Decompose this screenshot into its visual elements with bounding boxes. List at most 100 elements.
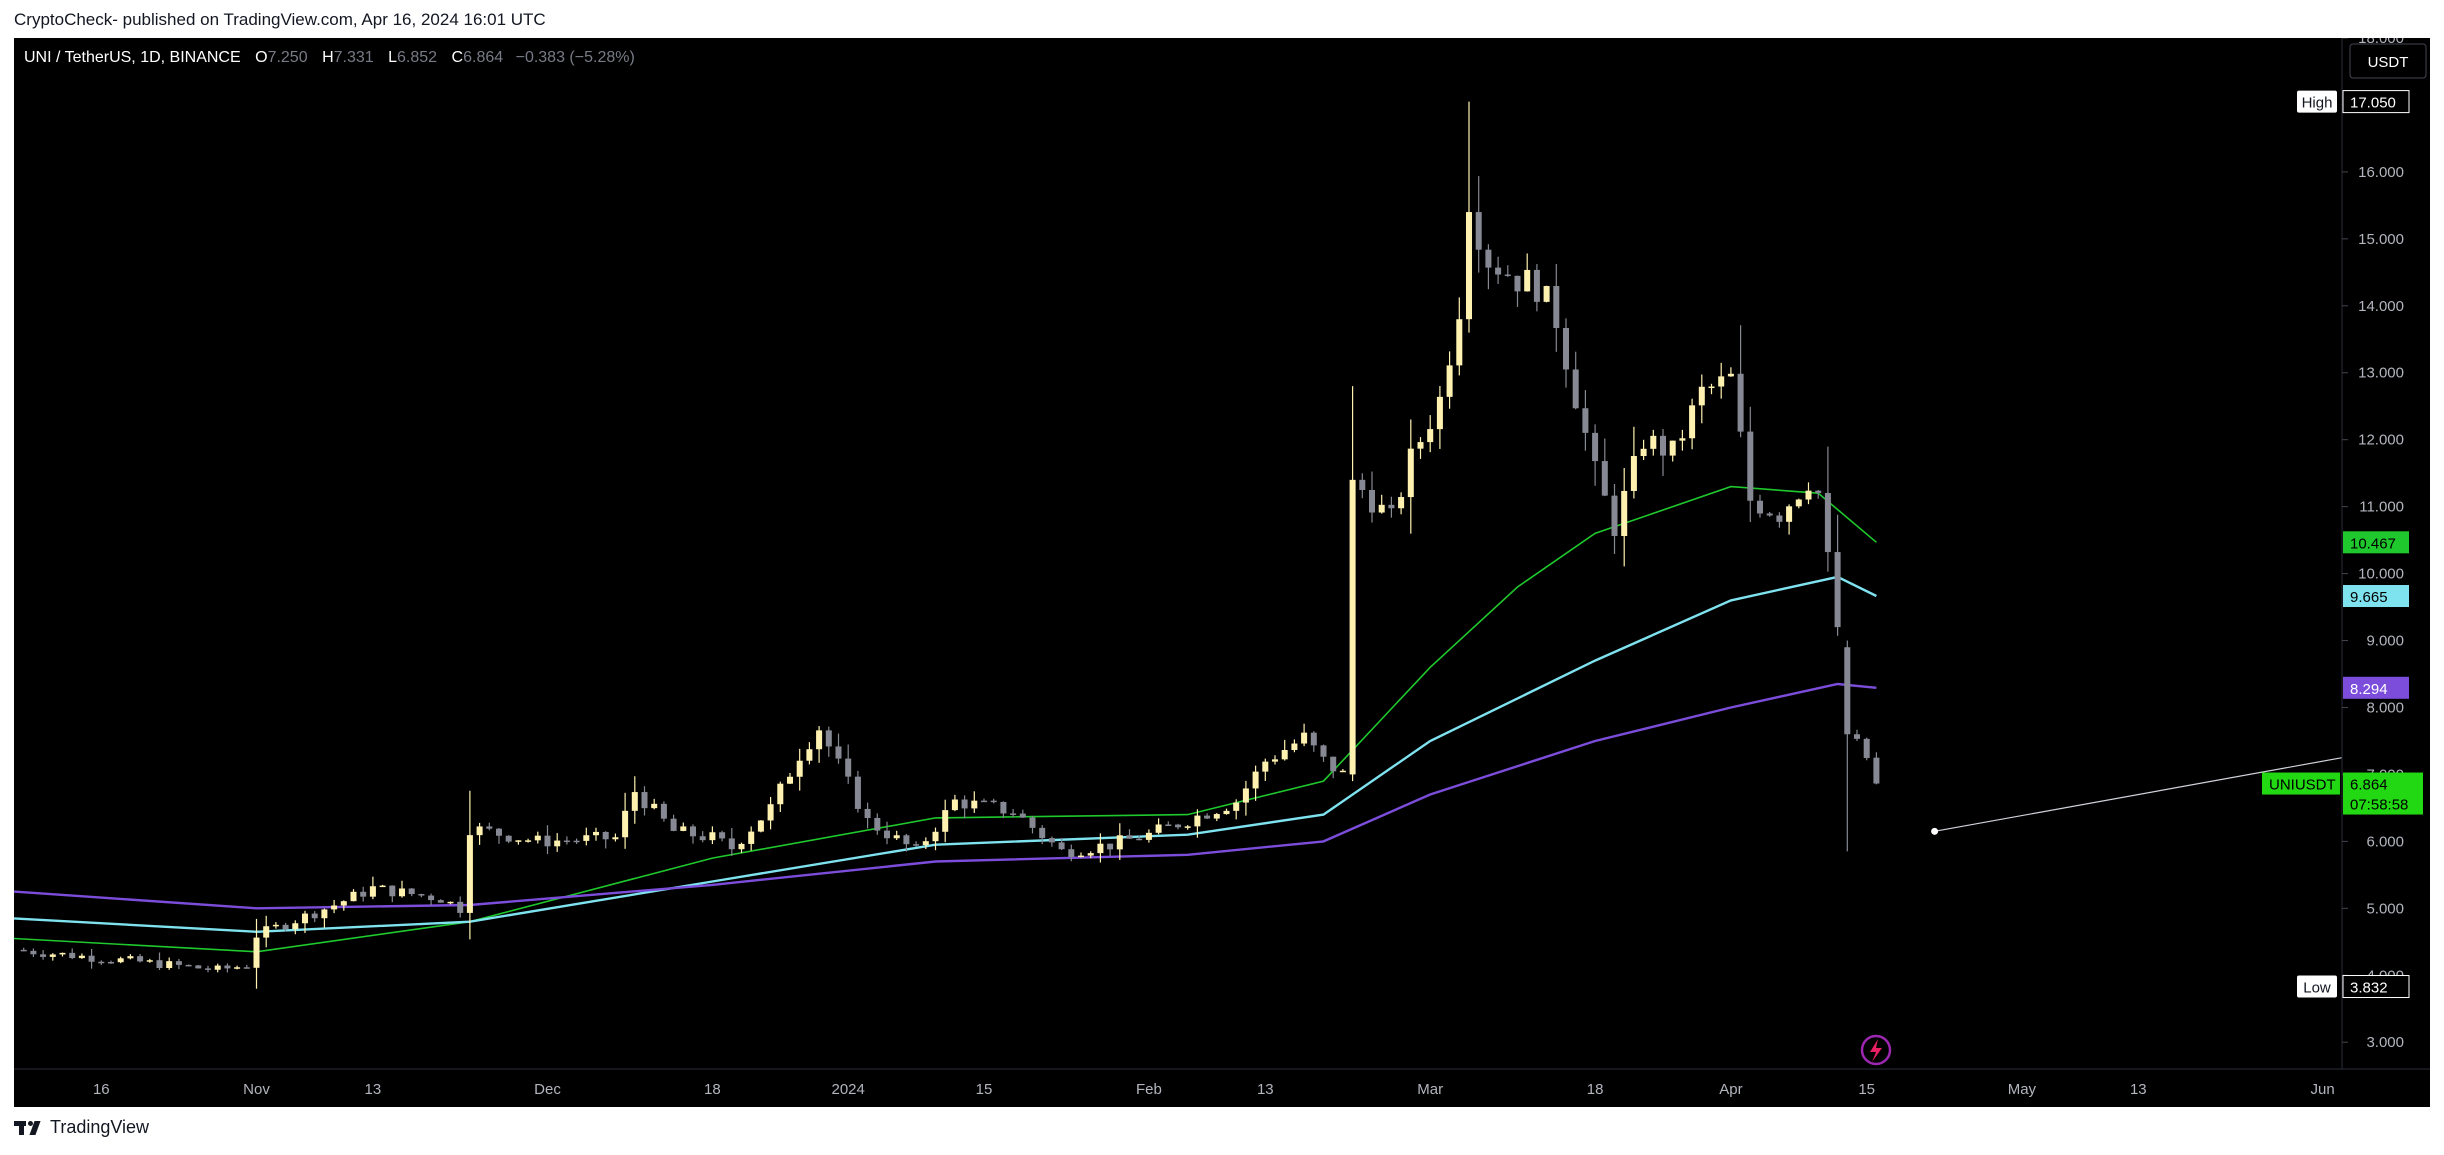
time-tick-label: 18 xyxy=(1587,1081,1604,1098)
trendline-layer[interactable] xyxy=(1931,757,2343,835)
candle-body xyxy=(156,960,163,968)
time-axis[interactable]: 16 Nov 13 Dec 18 2024 15 Feb 13 Mar 18 Apr 15 May 13 Ju… xyxy=(93,1081,2335,1098)
time-tick-label: Apr xyxy=(1719,1081,1742,1098)
candle-body xyxy=(738,843,745,850)
candle-body xyxy=(583,835,590,841)
candle-body xyxy=(525,840,532,842)
candle-body xyxy=(1398,497,1405,509)
candle-body xyxy=(951,799,958,811)
candle-body xyxy=(20,949,27,952)
tradingview-logo[interactable]: TradingView xyxy=(14,1117,149,1138)
tradingview-mark-icon xyxy=(14,1119,44,1137)
time-tick-label: Dec xyxy=(534,1081,561,1098)
legend-change: −0.383 (−5.28%) xyxy=(516,49,635,66)
candle-body xyxy=(1601,461,1608,496)
candle-body xyxy=(49,954,56,957)
candle-body xyxy=(1669,440,1676,456)
candle-body xyxy=(321,909,328,919)
time-tick-label: Jun xyxy=(2311,1081,2335,1098)
candle-body xyxy=(777,783,784,805)
legend-open-label: O xyxy=(255,49,267,66)
candle-body xyxy=(282,924,289,930)
chart-frame[interactable]: 3.0004.0005.0006.0007.0008.0009.00010.00… xyxy=(14,38,2430,1107)
candle-body xyxy=(573,840,580,843)
candle-body xyxy=(486,826,493,829)
lightning-icon[interactable] xyxy=(1860,1034,1892,1066)
candle-body xyxy=(1000,801,1007,814)
candle-body xyxy=(1543,286,1550,302)
ma-price-value: 8.294 xyxy=(2350,681,2388,698)
candle-body xyxy=(311,913,318,919)
time-tick-label: Feb xyxy=(1136,1081,1162,1098)
candle-body xyxy=(1844,647,1851,735)
candle-body xyxy=(845,758,852,777)
candle-body xyxy=(214,965,221,970)
candle-body xyxy=(272,924,279,927)
trendline-handle xyxy=(1931,827,1939,835)
candle-body xyxy=(1048,838,1055,843)
candle-body xyxy=(127,956,134,959)
candle-body xyxy=(1456,319,1463,366)
price-tick-label: 10.000 xyxy=(2358,566,2404,583)
candle-body xyxy=(1659,435,1667,456)
candle-body xyxy=(651,803,658,809)
candle-body xyxy=(88,955,95,962)
price-tick-label: 14.000 xyxy=(2358,298,2404,315)
candle-body xyxy=(1485,249,1492,268)
candle-body xyxy=(1524,269,1531,292)
price-tick-label: 5.000 xyxy=(2366,900,2404,917)
candle-body xyxy=(1582,408,1589,433)
candle-body xyxy=(418,894,425,896)
candle-body xyxy=(806,749,813,761)
currency-button-label: USDT xyxy=(2368,54,2409,71)
candle-body xyxy=(1271,759,1279,762)
candle-body xyxy=(1136,838,1143,841)
price-tags: High 17.050 Low 3.832 10.467 9.665 8.294 UNIUSD… xyxy=(2262,90,2423,999)
candle-body xyxy=(30,950,37,955)
price-tick-label: 8.000 xyxy=(2366,699,2404,716)
candle-body xyxy=(1310,732,1317,746)
candle-body xyxy=(224,965,231,969)
ma-price-tag xyxy=(2343,585,2409,608)
candle-body xyxy=(1223,810,1230,815)
candle-body xyxy=(1572,369,1579,409)
price-tick-label: 9.000 xyxy=(2366,633,2404,650)
candle-body xyxy=(466,835,473,913)
candle-body xyxy=(146,960,153,962)
candle-body xyxy=(1504,274,1511,277)
time-tick-label: 13 xyxy=(1257,1081,1274,1098)
candle-body xyxy=(1698,386,1705,406)
price-tick-label: 3.000 xyxy=(2366,1034,2404,1051)
time-tick-label: 18 xyxy=(704,1081,721,1098)
candle-body xyxy=(816,730,823,750)
candle-body xyxy=(1621,490,1628,536)
tradingview-brand: TradingView xyxy=(50,1117,150,1137)
ma-price-tag xyxy=(2343,676,2409,699)
candle-body xyxy=(592,831,600,836)
candle-body xyxy=(1019,813,1026,818)
chart[interactable]: 3.0004.0005.0006.0007.0008.0009.00010.00… xyxy=(14,38,2430,1107)
candle-body xyxy=(1436,396,1443,430)
legend-symbol: UNI / TetherUS, 1D, BINANCE xyxy=(24,49,241,66)
candle-body xyxy=(1417,442,1424,449)
candle-body xyxy=(786,776,794,784)
published-line: CryptoCheck- published on TradingView.co… xyxy=(14,10,546,29)
price-tick-label: 16.000 xyxy=(2358,164,2404,181)
candle-body xyxy=(1446,365,1453,397)
candle-body xyxy=(1320,745,1327,757)
low-label-box xyxy=(2297,975,2337,998)
candle-body xyxy=(1815,490,1822,493)
currency-button[interactable] xyxy=(2349,43,2427,79)
last-price-symbol-box xyxy=(2262,772,2340,795)
candle-body xyxy=(990,800,997,803)
candle-body xyxy=(1262,761,1269,772)
candle-body xyxy=(1805,490,1812,500)
candle-body xyxy=(234,967,241,969)
trendline xyxy=(1934,757,2343,832)
candle-body xyxy=(1427,429,1434,443)
time-tick-label: 13 xyxy=(2130,1081,2147,1098)
candle-body xyxy=(1873,757,1880,784)
ma-price-value: 10.467 xyxy=(2350,535,2396,552)
candle-body xyxy=(360,891,367,897)
candle-body xyxy=(1330,756,1337,772)
